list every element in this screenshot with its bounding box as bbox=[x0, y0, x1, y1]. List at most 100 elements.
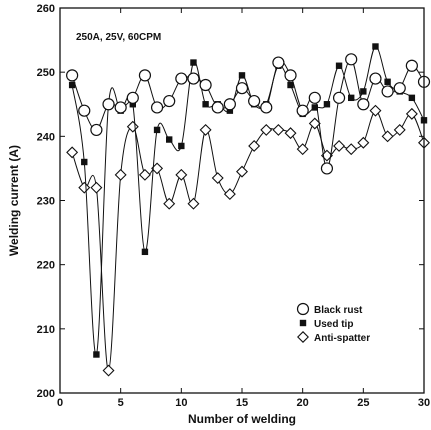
ticks-layer: 0 5 10 15 20 25 30 200 210 220 230 240 250 260 bbox=[37, 3, 430, 409]
data-point bbox=[248, 94, 261, 108]
x-tick-label: 5 bbox=[118, 397, 124, 409]
data-point bbox=[129, 101, 136, 108]
data-point bbox=[308, 117, 321, 130]
data-point bbox=[345, 143, 358, 156]
data-point bbox=[178, 142, 185, 150]
data-point bbox=[211, 101, 224, 114]
series-anti-spatter bbox=[66, 104, 430, 377]
data-point bbox=[272, 56, 285, 69]
legend-item: Used tip bbox=[299, 319, 353, 330]
legend-label: Used tip bbox=[314, 319, 353, 330]
data-point bbox=[199, 78, 212, 92]
data-point bbox=[78, 181, 91, 194]
y-tick-label: 200 bbox=[37, 388, 55, 400]
x-tick-label: 15 bbox=[236, 397, 248, 409]
data-point bbox=[272, 123, 285, 136]
data-point bbox=[345, 53, 358, 66]
legend-item: Black rust bbox=[296, 302, 363, 316]
legend-marker bbox=[297, 331, 309, 343]
y-tick-label: 240 bbox=[37, 131, 55, 143]
data-point bbox=[211, 172, 224, 185]
data-point bbox=[332, 91, 346, 104]
data-point bbox=[66, 146, 79, 159]
data-point bbox=[199, 123, 212, 136]
data-point bbox=[405, 59, 418, 72]
data-point bbox=[296, 104, 309, 117]
data-point bbox=[114, 101, 127, 114]
data-point bbox=[405, 107, 418, 120]
data-point bbox=[138, 69, 152, 82]
chart-annotation: 250A, 25V, 60CPM bbox=[76, 32, 161, 43]
x-axis-title: Number of welding bbox=[188, 412, 296, 426]
data-point bbox=[66, 69, 79, 82]
series-black-rust bbox=[66, 53, 431, 175]
data-point bbox=[260, 101, 273, 114]
legend-label: Black rust bbox=[314, 305, 363, 316]
data-point bbox=[190, 59, 197, 66]
x-tick-label: 30 bbox=[418, 397, 430, 409]
y-axis-title: Welding current (A) bbox=[7, 145, 21, 256]
data-point bbox=[138, 168, 151, 181]
data-point bbox=[68, 81, 76, 89]
data-point bbox=[393, 123, 406, 136]
series-line bbox=[71, 110, 425, 372]
data-point bbox=[381, 130, 394, 143]
data-point bbox=[408, 94, 416, 102]
data-point bbox=[78, 104, 91, 117]
data-point bbox=[90, 123, 103, 137]
data-point bbox=[372, 43, 379, 50]
y-tick-label: 220 bbox=[37, 260, 55, 272]
data-point bbox=[248, 139, 261, 152]
data-point bbox=[141, 248, 149, 256]
data-point bbox=[93, 351, 100, 358]
data-point bbox=[150, 101, 164, 114]
data-point bbox=[102, 98, 115, 111]
data-point bbox=[308, 91, 321, 104]
data-point bbox=[166, 136, 173, 143]
legend: Black rust Used tip Anti-spatter bbox=[296, 302, 370, 344]
x-tick-label: 0 bbox=[57, 397, 63, 409]
data-point bbox=[202, 101, 209, 108]
data-point bbox=[235, 82, 249, 95]
data-point bbox=[187, 197, 200, 210]
data-point bbox=[357, 136, 370, 149]
data-point bbox=[175, 168, 188, 181]
data-point bbox=[357, 98, 370, 111]
data-point bbox=[81, 158, 88, 166]
data-point bbox=[333, 139, 346, 152]
data-point bbox=[226, 107, 234, 114]
data-point bbox=[369, 72, 382, 85]
legend-marker bbox=[296, 302, 310, 316]
data-point bbox=[384, 78, 391, 85]
x-tick-label: 20 bbox=[297, 397, 309, 409]
series-layer bbox=[66, 43, 431, 377]
data-point bbox=[284, 127, 297, 140]
data-point bbox=[381, 85, 394, 98]
data-point bbox=[126, 91, 139, 104]
y-tick-label: 260 bbox=[37, 3, 55, 15]
y-tick-label: 230 bbox=[37, 196, 55, 208]
data-point bbox=[260, 123, 273, 136]
data-point bbox=[320, 162, 334, 175]
data-point bbox=[287, 81, 294, 89]
data-point bbox=[223, 188, 236, 201]
data-point bbox=[163, 197, 176, 210]
y-tick-label: 250 bbox=[37, 67, 55, 79]
data-point bbox=[348, 94, 355, 102]
data-point bbox=[114, 168, 127, 181]
data-point bbox=[296, 143, 309, 156]
legend-marker bbox=[299, 319, 307, 327]
data-point bbox=[175, 72, 188, 85]
data-point bbox=[335, 62, 343, 69]
data-point bbox=[311, 104, 318, 111]
data-point bbox=[393, 82, 406, 95]
series-used-tip bbox=[68, 43, 428, 358]
data-point bbox=[238, 72, 246, 79]
data-point bbox=[102, 364, 115, 377]
data-point bbox=[360, 88, 367, 95]
legend-label: Anti-spatter bbox=[314, 333, 370, 344]
data-point bbox=[284, 69, 297, 82]
data-point bbox=[236, 165, 248, 178]
legend-item: Anti-spatter bbox=[297, 331, 370, 344]
